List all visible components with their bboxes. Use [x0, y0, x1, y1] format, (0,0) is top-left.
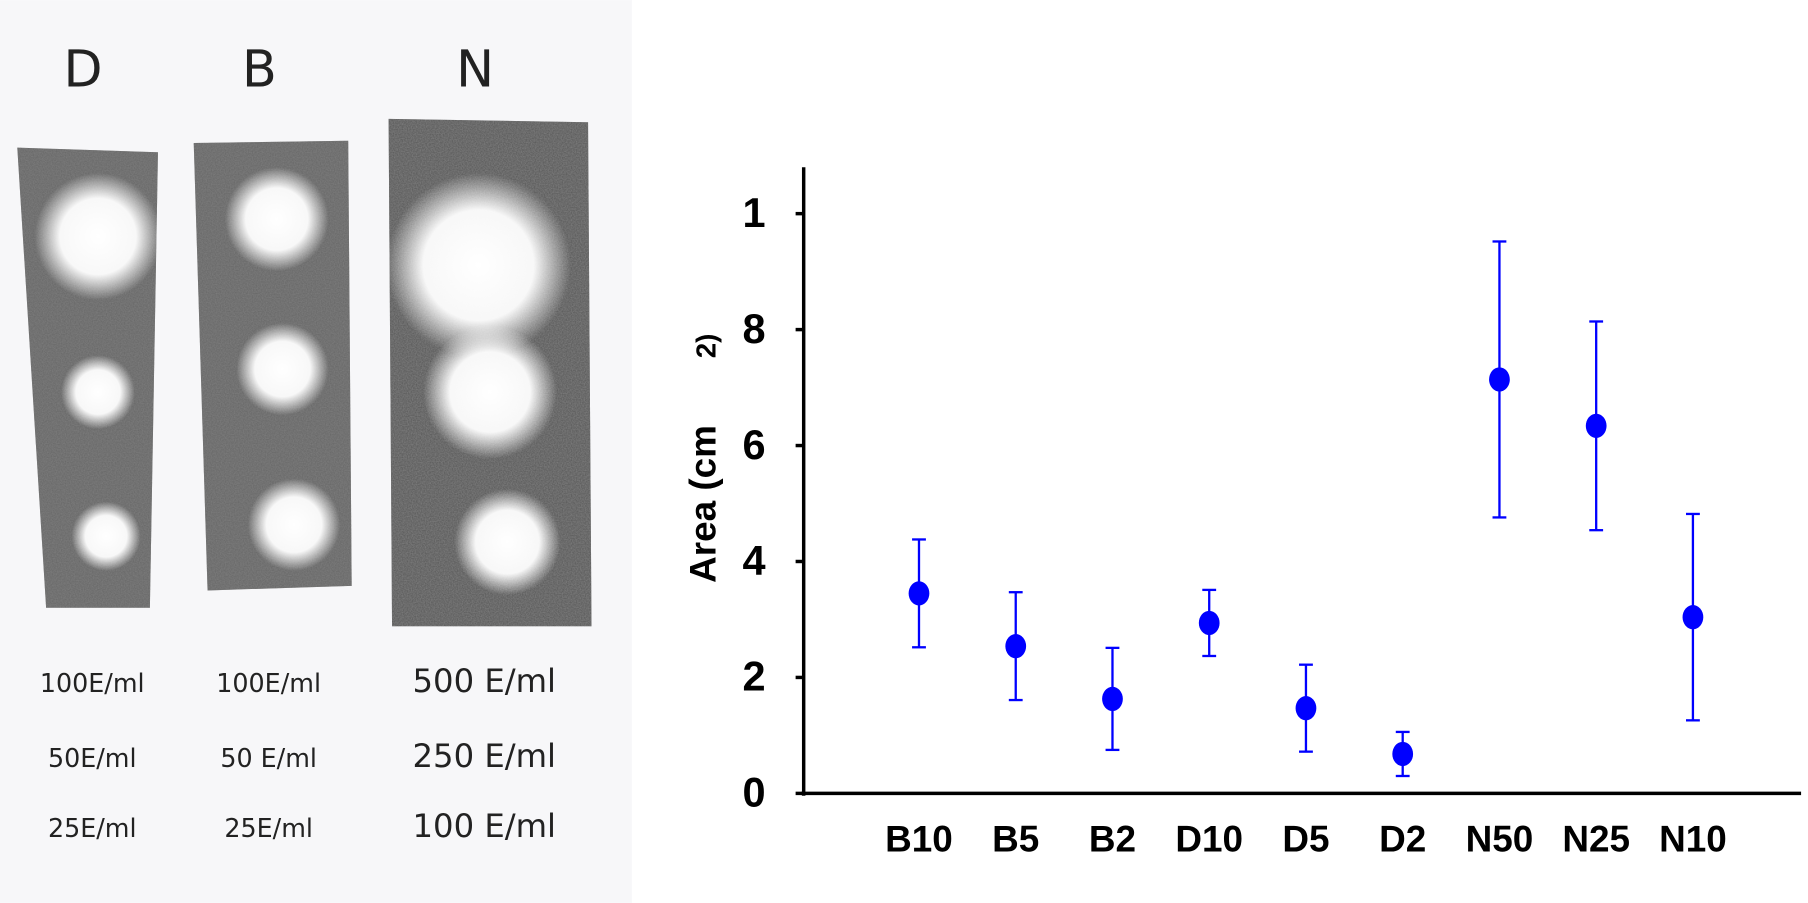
x-tick-label: N25: [1562, 819, 1630, 860]
y-tick-label: 0: [743, 769, 766, 816]
point: [1489, 367, 1510, 392]
strip-title: N: [456, 40, 494, 99]
strip-d: [17, 147, 162, 608]
x-tick-label: B10: [885, 819, 953, 860]
point: [1102, 686, 1123, 711]
strip-label: 50 E/ml: [220, 743, 317, 773]
point: [1585, 413, 1607, 438]
strip-title: D: [63, 40, 102, 99]
x-tick-label: B2: [1089, 819, 1136, 860]
y-tick-label: 2: [743, 653, 766, 700]
strip-label: 25E/ml: [224, 813, 313, 843]
point: [1005, 634, 1027, 659]
strip-label: 100E/ml: [216, 668, 321, 698]
y-tick-label: 4: [743, 537, 766, 584]
strip-n: [386, 118, 592, 627]
strip-label: 500 E/ml: [413, 662, 556, 700]
strip-label: 250 E/ml: [413, 737, 556, 775]
strip-label: 50E/ml: [48, 743, 137, 773]
strip-b: [193, 140, 352, 591]
strip-label: 100 E/ml: [413, 807, 556, 845]
y-axis-label: Area (cm: [682, 425, 723, 583]
photo: D 100E/ml 50E/ml 25E/ml B 100E/ml 50 E/ml 25E/m…: [0, 0, 632, 903]
strip-title: B: [242, 40, 277, 99]
x-tick-label: N50: [1466, 819, 1534, 860]
y-tick-label: 8: [743, 305, 766, 352]
point: [1682, 605, 1704, 630]
photo-labels: D 100E/ml 50E/ml 25E/ml B 100E/ml 50 E/ml 25E/m…: [40, 40, 556, 846]
x-tick-label: B5: [992, 819, 1039, 860]
x-tick-label: D10: [1175, 819, 1243, 860]
x-tick-label: N10: [1659, 819, 1727, 860]
y-tick-label: 1: [743, 189, 766, 236]
chart: 0 2 4 6 8 1 Area (cm 2) B10 B5 B2 D10 D5 D2 N50 N25 N10: [682, 167, 1802, 860]
y-axis-label-sup: 2): [690, 334, 721, 359]
x-tick-label: D2: [1379, 819, 1426, 860]
point: [1198, 610, 1220, 636]
y-tick-label: 6: [743, 421, 766, 468]
point: [1392, 741, 1414, 767]
point: [908, 581, 930, 606]
strip-label: 25E/ml: [48, 813, 137, 843]
strip-label: 100E/ml: [40, 668, 145, 698]
point: [1295, 696, 1317, 721]
x-tick-label: D5: [1282, 819, 1329, 860]
